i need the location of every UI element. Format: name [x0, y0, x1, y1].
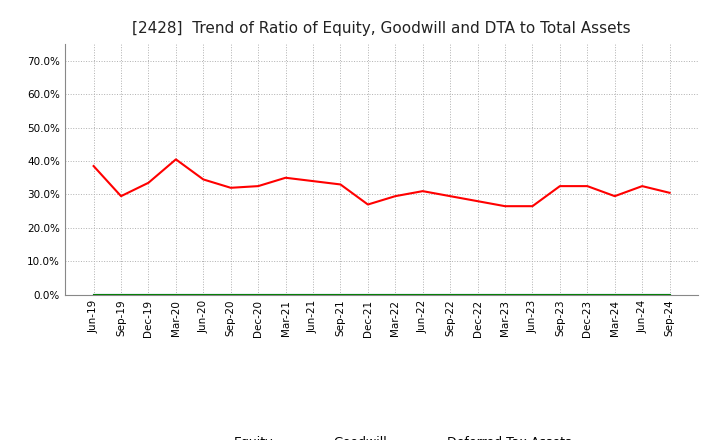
Deferred Tax Assets [226, 292, 235, 297]
Deferred Tax Assets [500, 292, 509, 297]
Deferred Tax Assets [473, 292, 482, 297]
Goodwill [391, 292, 400, 297]
Goodwill [638, 292, 647, 297]
Goodwill [665, 292, 674, 297]
Goodwill [473, 292, 482, 297]
Equity [528, 204, 537, 209]
Deferred Tax Assets [665, 292, 674, 297]
Goodwill [583, 292, 592, 297]
Deferred Tax Assets [117, 292, 125, 297]
Equity [665, 190, 674, 195]
Deferred Tax Assets [418, 292, 427, 297]
Equity [282, 175, 290, 180]
Goodwill [418, 292, 427, 297]
Equity [446, 194, 454, 199]
Deferred Tax Assets [446, 292, 454, 297]
Equity [473, 198, 482, 204]
Goodwill [556, 292, 564, 297]
Deferred Tax Assets [282, 292, 290, 297]
Goodwill [309, 292, 318, 297]
Equity [364, 202, 372, 207]
Equity [391, 194, 400, 199]
Goodwill [144, 292, 153, 297]
Equity [226, 185, 235, 191]
Deferred Tax Assets [144, 292, 153, 297]
Equity [556, 183, 564, 189]
Deferred Tax Assets [254, 292, 263, 297]
Deferred Tax Assets [583, 292, 592, 297]
Equity [336, 182, 345, 187]
Equity [583, 183, 592, 189]
Deferred Tax Assets [199, 292, 207, 297]
Goodwill [89, 292, 98, 297]
Goodwill [500, 292, 509, 297]
Deferred Tax Assets [528, 292, 537, 297]
Goodwill [117, 292, 125, 297]
Goodwill [171, 292, 180, 297]
Goodwill [611, 292, 619, 297]
Legend: Equity, Goodwill, Deferred Tax Assets: Equity, Goodwill, Deferred Tax Assets [187, 432, 576, 440]
Equity [89, 163, 98, 169]
Equity [254, 183, 263, 189]
Goodwill [336, 292, 345, 297]
Goodwill [364, 292, 372, 297]
Equity [117, 194, 125, 199]
Goodwill [226, 292, 235, 297]
Equity [418, 188, 427, 194]
Goodwill [446, 292, 454, 297]
Deferred Tax Assets [391, 292, 400, 297]
Deferred Tax Assets [611, 292, 619, 297]
Equity [171, 157, 180, 162]
Deferred Tax Assets [309, 292, 318, 297]
Title: [2428]  Trend of Ratio of Equity, Goodwill and DTA to Total Assets: [2428] Trend of Ratio of Equity, Goodwil… [132, 21, 631, 36]
Equity [144, 180, 153, 185]
Deferred Tax Assets [171, 292, 180, 297]
Deferred Tax Assets [638, 292, 647, 297]
Goodwill [254, 292, 263, 297]
Goodwill [528, 292, 537, 297]
Deferred Tax Assets [556, 292, 564, 297]
Equity [199, 177, 207, 182]
Equity [309, 179, 318, 184]
Equity [611, 194, 619, 199]
Deferred Tax Assets [364, 292, 372, 297]
Equity [638, 183, 647, 189]
Deferred Tax Assets [89, 292, 98, 297]
Line: Equity: Equity [94, 159, 670, 206]
Goodwill [282, 292, 290, 297]
Equity [500, 204, 509, 209]
Goodwill [199, 292, 207, 297]
Deferred Tax Assets [336, 292, 345, 297]
